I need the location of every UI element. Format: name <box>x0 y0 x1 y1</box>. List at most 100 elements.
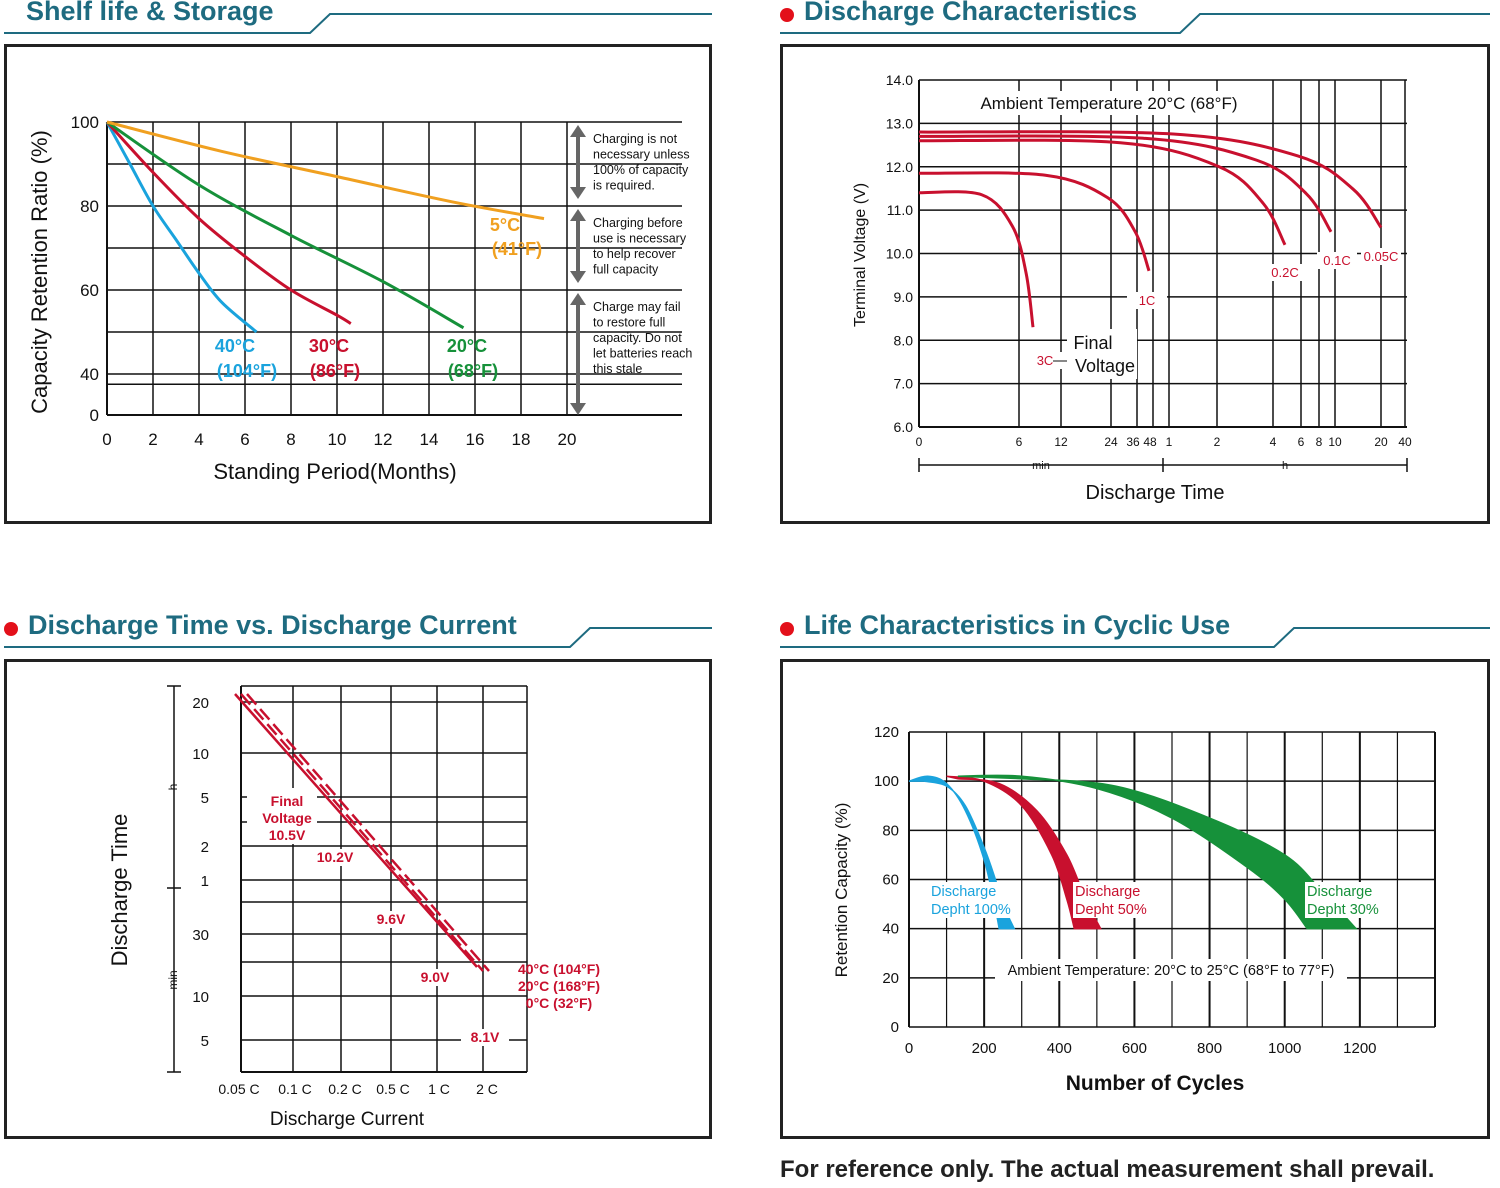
series-label: 20°C <box>447 336 487 356</box>
x-tick-label: 400 <box>1047 1040 1072 1057</box>
note-text: to restore full <box>593 316 665 330</box>
series-line <box>918 134 1333 233</box>
panel-header-dtime: Discharge Time vs. Discharge Current <box>4 610 714 654</box>
x-tick-label: 14 <box>420 430 439 449</box>
x-tick-label: 6 <box>1298 435 1305 449</box>
series-line-red <box>105 120 352 325</box>
panel-title-dtime: Discharge Time vs. Discharge Current <box>28 610 517 640</box>
voltage-label: 10.5V <box>269 827 306 843</box>
series-label-bg <box>1317 252 1357 269</box>
y-tick-label: 120 <box>874 724 899 741</box>
y-tick-label: 9.0 <box>894 289 914 305</box>
header-rule <box>4 627 712 648</box>
annotation-bg <box>995 959 1347 981</box>
x-tick-label: 1 C <box>428 1081 450 1097</box>
chart-box-discharge: 6.0 7.0 8.0 9.0 10.0 11.0 12.0 13.0 14.0 0 6 12 24 36… <box>780 44 1490 524</box>
x-tick-label: 8 <box>286 430 295 449</box>
voltage-label: 9.6V <box>377 911 406 927</box>
temperature-label: 0°C (32°F) <box>526 995 592 1011</box>
x-tick-label: 20 <box>558 430 577 449</box>
x-tick-label: 48 <box>1143 435 1157 449</box>
y-tick-label: 6.0 <box>894 419 914 435</box>
series-line <box>246 693 490 972</box>
series-label: Depht 100% <box>931 902 1011 918</box>
chart-box-cyclic: 0 200 400 600 800 1000 1200 0 20 40 60 80 100 120 Numb… <box>780 659 1490 1139</box>
y-tick-label: 100 <box>71 113 99 132</box>
series-label-bg <box>1265 264 1305 281</box>
x-tick-label: 200 <box>972 1040 997 1057</box>
voltage-label: Voltage <box>262 810 312 826</box>
series-label-bg <box>1361 248 1401 265</box>
series-line <box>918 171 1151 272</box>
x-tick-label: 1000 <box>1268 1040 1301 1057</box>
label-bg <box>247 788 317 844</box>
series-label: 1C <box>1139 293 1156 308</box>
y-tick-label: 60 <box>80 281 99 300</box>
x-tick-label: 36 <box>1126 435 1140 449</box>
panel-title-discharge: Discharge Characteristics <box>804 0 1138 26</box>
label-bg <box>367 911 415 928</box>
series-label: Discharge <box>1307 884 1372 900</box>
chart-box-shelf: 0 2 4 6 8 10 12 14 16 18 20 0 40 60 80 100 Standing Peri… <box>4 44 712 524</box>
x-tick-label: 0 <box>905 1040 913 1057</box>
series-line <box>240 693 484 972</box>
series-line <box>918 130 1383 229</box>
series-label: 40°C <box>215 336 255 356</box>
series-label-bg <box>1305 882 1393 918</box>
y-axis-label: Retention Capacity (%) <box>832 803 851 978</box>
series-line-orange <box>106 120 545 221</box>
y-tick-label: 40 <box>882 921 899 938</box>
panel-header-cyclic: Life Characteristics in Cyclic Use <box>780 610 1492 654</box>
note-text: let batteries reach <box>593 347 692 361</box>
final-voltage-bg <box>1067 329 1137 379</box>
x-tick-label: 6 <box>1016 435 1023 449</box>
x-tick-label: 12 <box>374 430 393 449</box>
note-text: Charge may fail <box>593 300 681 314</box>
x-tick-label: 8 <box>1316 435 1323 449</box>
label-bg <box>411 969 459 986</box>
x-tick-label: 0.1 C <box>278 1081 311 1097</box>
panel-header-shelf: Shelf life & Storage <box>4 0 714 40</box>
temperature-label: 40°C (104°F) <box>518 961 600 977</box>
y-tick-label: 10.0 <box>886 246 913 262</box>
x-tick-label: 1 <box>1166 435 1173 449</box>
x-axis-label: Discharge Time <box>1086 482 1225 504</box>
annotation-text: Ambient Temperature 20°C (68°F) <box>980 94 1237 113</box>
annotation-bg <box>971 91 1249 115</box>
x-tick-label: 600 <box>1122 1040 1147 1057</box>
x-tick-label: 20 <box>1374 435 1388 449</box>
y-tick-label: 20 <box>882 970 899 987</box>
header-rule <box>780 13 1490 34</box>
x-tick-label: 40 <box>1398 435 1412 449</box>
note-text: is required. <box>593 179 655 193</box>
x-tick-label: 2 C <box>476 1081 498 1097</box>
x-axis-label: Number of Cycles <box>1066 1072 1245 1095</box>
series-label: 30°C <box>309 336 349 356</box>
series-label: 5°C <box>490 215 520 235</box>
series-label: 0.05C <box>1364 249 1399 264</box>
series-line-green <box>106 120 465 330</box>
bullet-icon <box>4 622 18 636</box>
x-tick-label: 2 <box>148 430 157 449</box>
x-tick-label: 6 <box>240 430 249 449</box>
y-tick-label: 7.0 <box>894 376 914 392</box>
series-line <box>234 693 478 968</box>
y-tick-label: 10 <box>192 746 209 763</box>
series-label: 0.1C <box>1323 253 1350 268</box>
chart-box-dtime: 20 10 5 2 1 30 10 5 h min Discharge Time 0.05 C 0.1 … <box>4 659 712 1139</box>
note-text: use is necessary <box>593 232 687 246</box>
note-arrow-icon <box>570 293 586 415</box>
y-tick-label: 12.0 <box>886 159 913 175</box>
y-tick-label: 5 <box>201 790 209 807</box>
y-tick-label: 80 <box>80 197 99 216</box>
voltage-label: 10.2V <box>317 849 354 865</box>
series-label: Discharge <box>1075 884 1140 900</box>
series-label-bg <box>929 882 1017 918</box>
series-label: (86°F) <box>310 361 360 381</box>
header-rule <box>780 627 1490 648</box>
discharge-chart: 6.07.08.09.010.011.012.013.014.00 6 12 24 36… <box>852 72 1412 504</box>
bullet-icon <box>780 622 794 636</box>
series-label: Discharge <box>931 884 996 900</box>
x-axis-label: Standing Period(Months) <box>213 459 456 484</box>
y-unit-label: h <box>166 784 180 791</box>
